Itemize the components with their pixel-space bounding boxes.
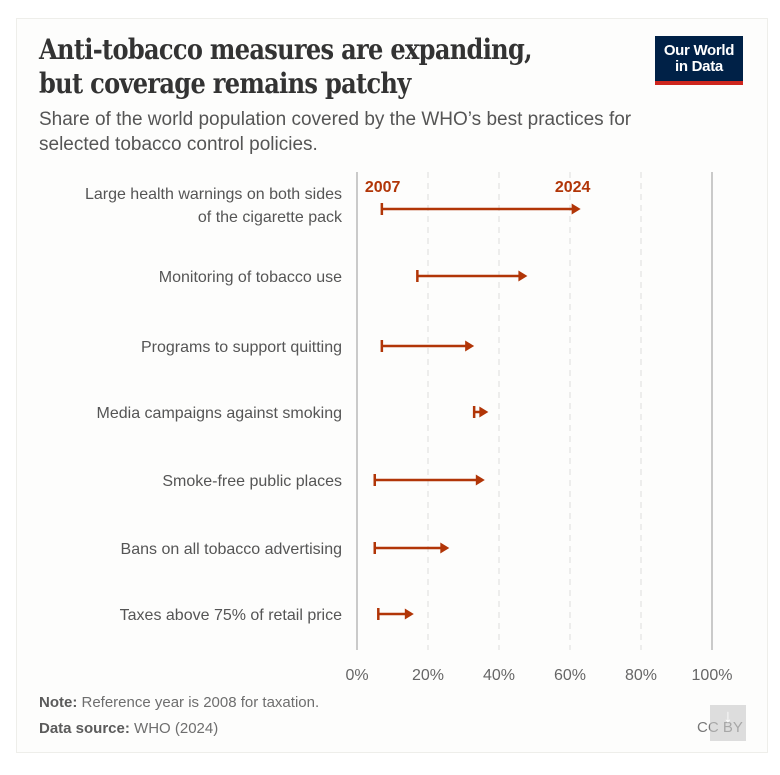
- row-label: Programs to support quitting: [141, 339, 342, 356]
- note-text: Reference year is 2008 for taxation.: [77, 694, 320, 711]
- row-labels: Large health warnings on both sides of th…: [85, 186, 343, 624]
- logo-line-1: Our World: [663, 41, 735, 59]
- arrow-head: [479, 406, 489, 418]
- owid-logo[interactable]: Our World in Data: [655, 36, 743, 85]
- note-label: Note:: [39, 694, 78, 711]
- arrow-mark: [380, 203, 581, 215]
- x-tick-label: 20%: [412, 667, 444, 684]
- chart-card: [16, 18, 768, 753]
- row-label: Bans on all tobacco advertising: [121, 541, 342, 558]
- arrow-mark: [373, 542, 450, 554]
- logo-line-2: in Data: [675, 57, 723, 75]
- x-axis-ticks: 0% 20% 40% 60% 80% 100%: [345, 667, 732, 684]
- footer-source: Data source: WHO (2024): [39, 720, 218, 737]
- source-label: Data source:: [39, 720, 130, 737]
- title-line-1: Anti-tobacco measures are expanding,: [39, 33, 533, 66]
- row-label: Media campaigns against smoking: [97, 405, 342, 422]
- row-label: Monitoring of tobacco use: [159, 269, 342, 286]
- year-label-end: 2024: [555, 179, 591, 196]
- arrow-head: [440, 542, 450, 554]
- source-text: WHO (2024): [129, 720, 219, 737]
- x-tick-label: 60%: [554, 667, 586, 684]
- download-button[interactable]: ↓: [710, 705, 746, 741]
- row-label: Smoke-free public places: [162, 473, 342, 490]
- arrow-head: [571, 203, 581, 215]
- title-line-2: but coverage remains patchy: [39, 67, 411, 100]
- arrow-mark: [380, 340, 475, 352]
- year-label-start: 2007: [365, 179, 401, 196]
- arrow-head: [465, 340, 475, 352]
- arrow-mark: [416, 270, 528, 282]
- arrow-head: [475, 474, 485, 486]
- arrows: [373, 203, 581, 620]
- x-tick-label: 100%: [692, 667, 733, 684]
- chart-title: Anti-tobacco measures are expanding, but …: [39, 33, 533, 101]
- arrow-mark: [472, 406, 489, 418]
- download-icon: ↓: [723, 706, 733, 726]
- x-tick-label: 0%: [345, 667, 368, 684]
- x-tick-label: 80%: [625, 667, 657, 684]
- gridlines: [356, 172, 713, 650]
- row-label-line: Large health warnings on both sides: [85, 186, 342, 203]
- row-label-line: of the cigarette pack: [198, 209, 343, 226]
- arrow-head: [404, 608, 414, 620]
- footer-note: Note: Reference year is 2008 for taxatio…: [39, 694, 319, 711]
- arrow-head: [518, 270, 528, 282]
- row-label: Taxes above 75% of retail price: [120, 607, 342, 624]
- x-tick-label: 40%: [483, 667, 515, 684]
- chart-subtitle: Share of the world population covered by…: [39, 109, 632, 155]
- row-label: Large health warnings on both sides of th…: [85, 186, 343, 226]
- arrow-mark: [377, 608, 414, 620]
- arrow-mark: [373, 474, 485, 486]
